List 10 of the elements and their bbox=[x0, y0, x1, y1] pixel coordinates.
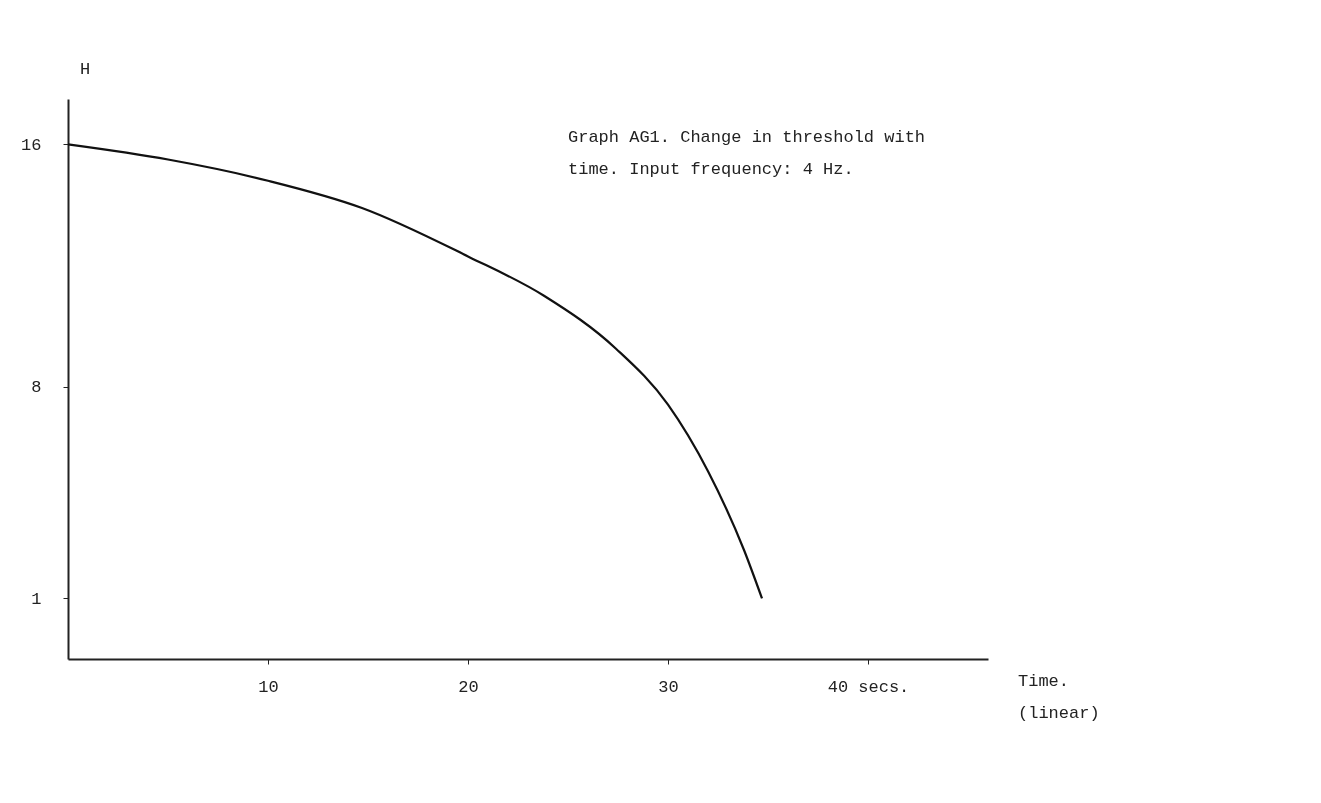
x-tick-label: 30 bbox=[658, 677, 679, 697]
x-tick-label: 40 secs. bbox=[827, 677, 910, 697]
y-axis-title: H bbox=[80, 60, 91, 79]
y-tick-label: 1 bbox=[31, 589, 42, 609]
x-axis-title: Time. (linear) bbox=[1018, 672, 1100, 724]
y-tick-label: 16 bbox=[21, 135, 42, 155]
x-tick-label: 10 bbox=[258, 677, 279, 697]
y-tick-label: 8 bbox=[31, 378, 42, 398]
x-tick-label: 20 bbox=[458, 677, 479, 697]
annotation: Graph AG1. Change in threshold with time. Input frequency: 4 Hz. bbox=[568, 128, 926, 180]
